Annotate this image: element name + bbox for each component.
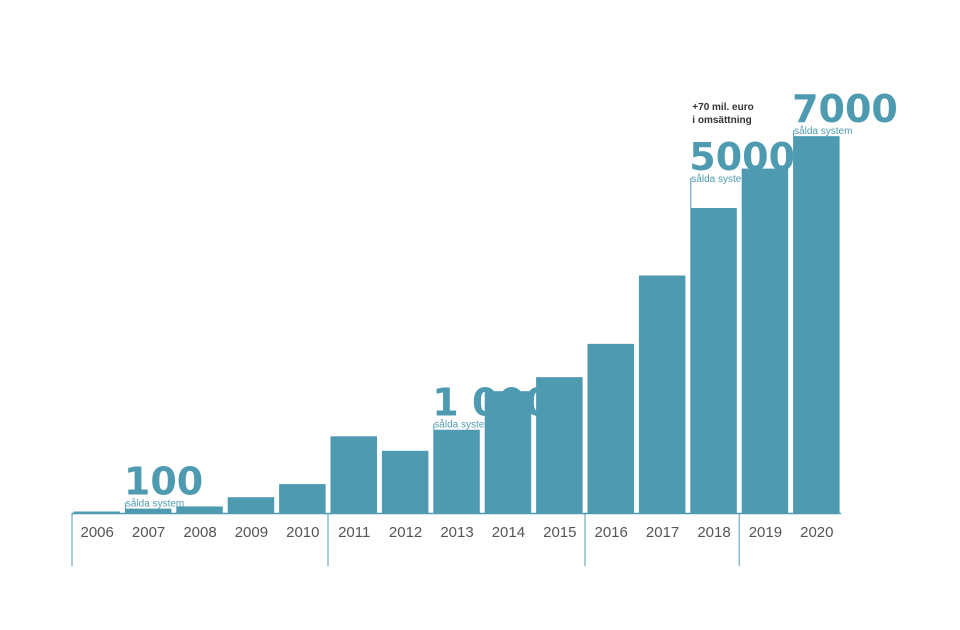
annotation-value-2007: 100 bbox=[124, 460, 203, 504]
bar-2010 bbox=[279, 484, 326, 513]
x-tick-label-2012: 2012 bbox=[389, 524, 422, 541]
bar-2011 bbox=[330, 436, 377, 513]
bars-group bbox=[73, 136, 840, 514]
bar-2020 bbox=[793, 136, 840, 514]
x-tick-label-2019: 2019 bbox=[749, 524, 782, 541]
bar-2008 bbox=[176, 506, 223, 513]
x-tick-label-2014: 2014 bbox=[492, 524, 525, 541]
x-tick-label-2008: 2008 bbox=[183, 524, 216, 541]
x-tick-label-2010: 2010 bbox=[286, 524, 319, 541]
bar-2015 bbox=[536, 377, 583, 513]
annotation-note-2018: i omsättning bbox=[692, 115, 751, 126]
bar-2007 bbox=[124, 508, 172, 513]
annotation-sub-2013: sålda system bbox=[434, 419, 492, 431]
x-tick-label-2013: 2013 bbox=[440, 524, 473, 541]
bar-2009 bbox=[227, 497, 275, 513]
bar-2006 bbox=[73, 511, 120, 513]
x-tick-label-2017: 2017 bbox=[646, 524, 679, 541]
bar-2019 bbox=[741, 168, 789, 513]
annotation-value-2018: 5000 bbox=[689, 135, 795, 179]
x-tick-label-2020: 2020 bbox=[800, 524, 833, 541]
x-tick-label-2011: 2011 bbox=[338, 524, 370, 541]
x-tick-label-2007: 2007 bbox=[132, 524, 165, 541]
x-axis bbox=[71, 512, 841, 566]
bar-2014 bbox=[484, 391, 532, 513]
x-tick-label-2018: 2018 bbox=[697, 524, 730, 541]
annotation-note-2018: +70 mil. euro bbox=[692, 102, 753, 113]
bar-2018 bbox=[690, 208, 737, 513]
annotation-sub-2007: sålda system bbox=[126, 498, 184, 510]
bar-2012 bbox=[381, 450, 429, 513]
x-tick-label-2009: 2009 bbox=[235, 524, 268, 541]
x-tick-label-2006: 2006 bbox=[81, 524, 114, 541]
annotation-sub-2018: sålda system bbox=[691, 173, 749, 185]
bar-2013 bbox=[433, 429, 480, 513]
annotation-value-2013: 1 000 bbox=[432, 381, 551, 425]
x-tick-labels: 2006 2007 2008 2009 2010 2011 2012 2013 2014 2015… bbox=[81, 524, 834, 541]
annotation-value-2020: 7000 bbox=[792, 87, 898, 131]
bar-2016 bbox=[587, 343, 634, 513]
annotation-sub-2020: sålda system bbox=[794, 125, 852, 137]
x-tick-label-2016: 2016 bbox=[595, 524, 628, 541]
x-tick-label-2015: 2015 bbox=[543, 524, 576, 541]
bar-2017 bbox=[638, 275, 686, 513]
